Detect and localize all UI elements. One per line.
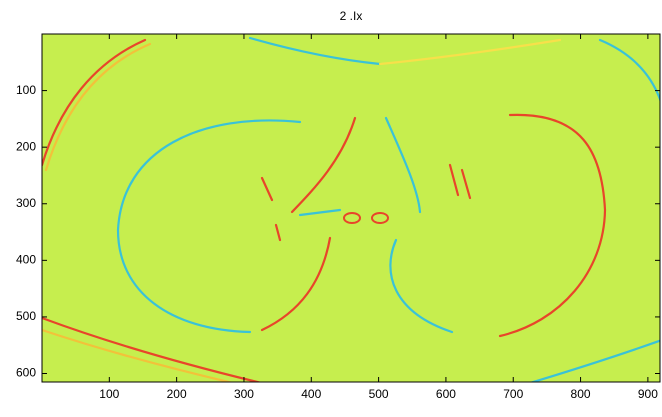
image-content [42, 36, 660, 382]
edge [42, 316, 263, 382]
x-tick-label: 600 [436, 387, 456, 401]
plot-frame [41, 33, 661, 383]
edge [378, 38, 562, 66]
y-tick-label: 100 [16, 83, 36, 97]
edge [498, 113, 607, 338]
y-tick-label: 400 [16, 253, 36, 267]
edge [384, 116, 422, 214]
edge [44, 42, 152, 172]
x-tick-label: 400 [301, 387, 321, 401]
y-tick-label: 600 [16, 366, 36, 380]
x-tick-label: 100 [99, 387, 119, 401]
x-tick-label: 200 [167, 387, 187, 401]
x-tick-label: 500 [369, 387, 389, 401]
y-tick-label: 300 [16, 196, 36, 210]
edge [42, 328, 234, 382]
edge [371, 212, 389, 224]
edge [260, 163, 472, 242]
y-tick-label: 200 [16, 139, 36, 153]
x-tick-label: 800 [571, 387, 591, 401]
edge [260, 236, 332, 332]
edge [116, 119, 302, 334]
edge [298, 208, 342, 217]
image-background [42, 34, 660, 382]
x-tick-label: 900 [638, 387, 658, 401]
edge [389, 238, 454, 334]
y-tick-label: 500 [16, 309, 36, 323]
chart-title: 2 .Ix [340, 9, 363, 23]
x-tick-label: 700 [503, 387, 523, 401]
x-tick-label: 300 [234, 387, 254, 401]
edge [343, 212, 361, 224]
edge [248, 36, 382, 66]
edge [598, 38, 660, 103]
edge [290, 116, 357, 214]
edge [529, 339, 660, 382]
edge [42, 38, 147, 167]
